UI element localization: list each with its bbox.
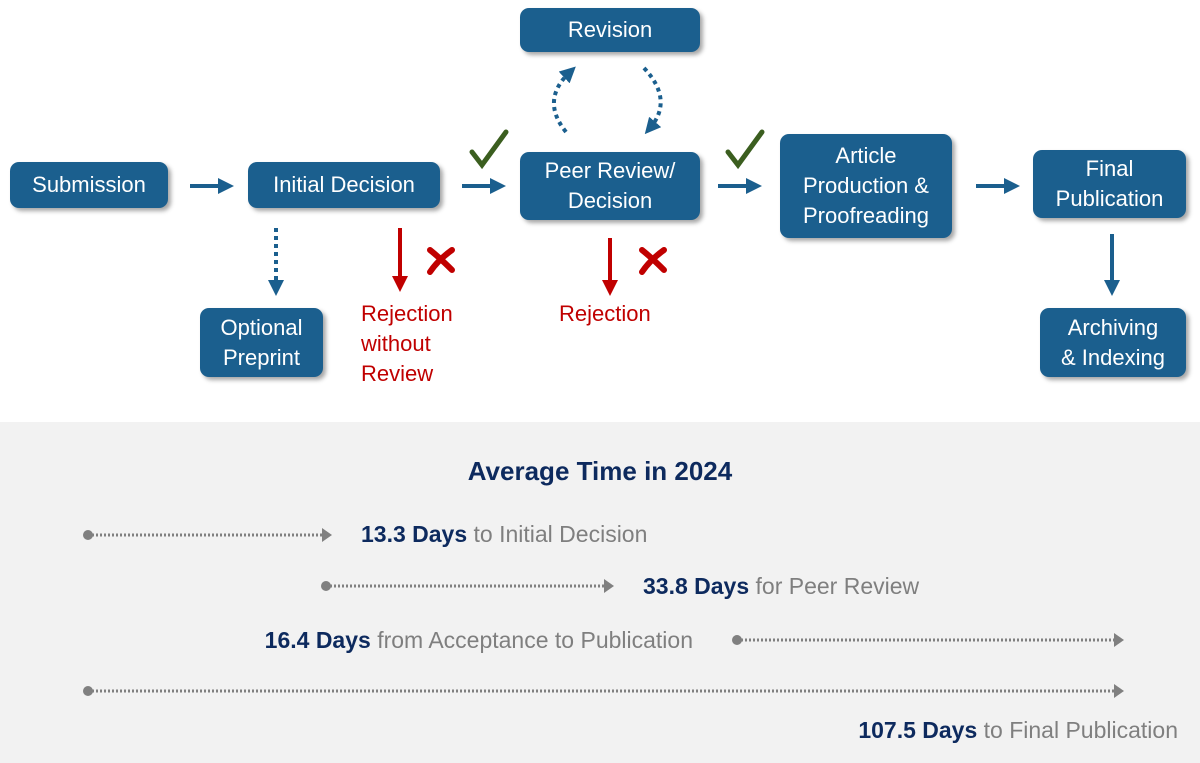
- step-optional-preprint: Optional Preprint: [200, 308, 323, 377]
- timing-title: Average Time in 2024: [467, 456, 733, 486]
- check-icon: [469, 129, 509, 170]
- arrow-revision-to-peer: [642, 66, 663, 135]
- rejection-without-review-label: Rejection without Review: [361, 301, 453, 386]
- rejection-label: Rejection: [559, 301, 651, 326]
- flow-connectors: [190, 66, 1120, 296]
- step-archiving: Archiving & Indexing: [1040, 308, 1186, 377]
- reject-x-icon: [639, 247, 667, 275]
- step-submission: Submission: [10, 162, 168, 208]
- step-article-production: Article Production & Proofreading: [780, 134, 952, 238]
- timing-row-total: 107.5 Days to Final Publication: [858, 717, 1178, 743]
- timing-row-peer-review: 33.8 Days for Peer Review: [643, 573, 920, 599]
- arrow-peer-to-revision: [551, 66, 576, 134]
- check-icon: [725, 129, 765, 170]
- timing-panel: [0, 422, 1200, 763]
- step-initial-decision: Initial Decision: [248, 162, 440, 208]
- step-final-publication: Final Publication: [1033, 150, 1186, 218]
- step-peer-review: Peer Review/ Decision: [520, 152, 700, 220]
- step-revision: Revision: [520, 8, 700, 52]
- timing-row-initial: 13.3 Days to Initial Decision: [361, 521, 648, 547]
- timing-row-acceptance: 16.4 Days from Acceptance to Publication: [264, 627, 693, 653]
- reject-x-icon: [427, 247, 455, 275]
